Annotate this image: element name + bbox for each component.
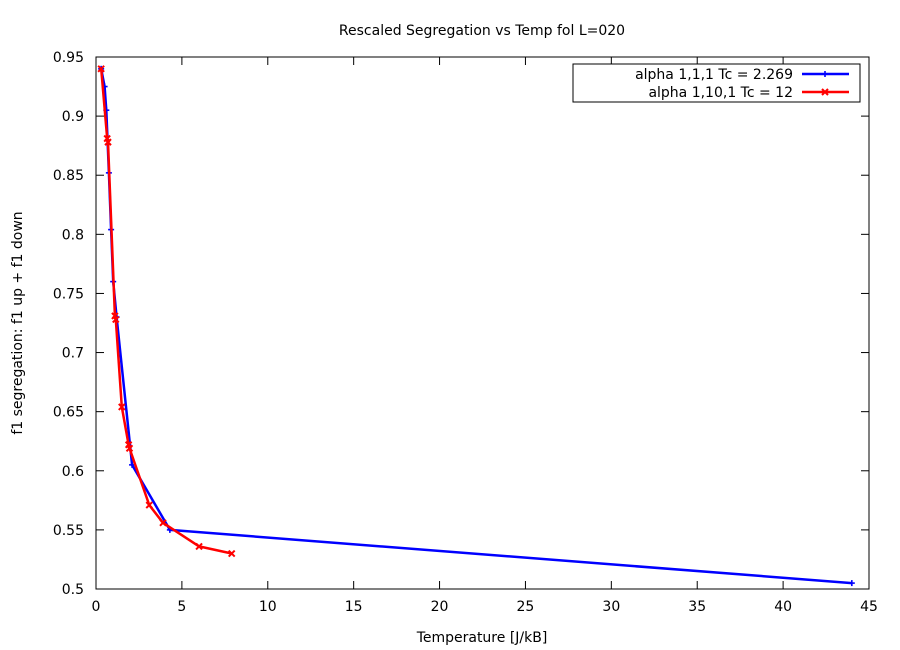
series-1-point bbox=[848, 580, 855, 587]
series-2-point bbox=[112, 315, 120, 324]
y-axis-title: f1 segregation: f1 up + f1 down bbox=[10, 211, 26, 434]
x-tick-label: 0 bbox=[92, 599, 101, 615]
y-tick-label: 0.85 bbox=[53, 168, 84, 184]
y-tick-label: 0.6 bbox=[62, 464, 84, 480]
chart-title: Rescaled Segregation vs Temp fol L=020 bbox=[339, 23, 625, 39]
legend-item-2: alpha 1,10,1 Tc = 12 bbox=[648, 85, 849, 101]
y-tick-label: 0.95 bbox=[53, 50, 84, 66]
y-tick-label: 0.65 bbox=[53, 405, 84, 421]
legend-label: alpha 1,1,1 Tc = 2.269 bbox=[635, 67, 793, 83]
legend-marker bbox=[822, 71, 828, 77]
series-2-point bbox=[227, 549, 236, 558]
series-2-point bbox=[125, 444, 134, 453]
legend-label: alpha 1,10,1 Tc = 12 bbox=[648, 85, 793, 101]
series-2-point bbox=[118, 403, 126, 411]
x-tick-label: 25 bbox=[517, 599, 535, 615]
plot-frame bbox=[95, 56, 870, 590]
series-2-point bbox=[97, 65, 105, 73]
x-tick-label: 5 bbox=[177, 599, 186, 615]
y-tick-label: 0.5 bbox=[62, 582, 84, 598]
series-layer bbox=[97, 65, 855, 587]
series-1-line bbox=[99, 68, 852, 585]
series-2 bbox=[97, 65, 236, 558]
legend: alpha 1,1,1 Tc = 2.269 alpha 1,10,1 Tc = … bbox=[572, 63, 861, 103]
x-axis-title: Temperature [J/kB] bbox=[416, 630, 548, 646]
x-tick-label: 30 bbox=[602, 599, 620, 615]
series-2-line bbox=[99, 68, 232, 555]
y-tick-label: 0.75 bbox=[53, 286, 84, 302]
series-2-point bbox=[159, 519, 167, 527]
legend-marker bbox=[821, 88, 829, 96]
series-2-point bbox=[104, 138, 112, 146]
y-tick-label: 0.9 bbox=[62, 109, 84, 125]
x-tick-label: 40 bbox=[774, 599, 792, 615]
y-tick-label: 0.8 bbox=[62, 227, 84, 243]
y-tick-label: 0.55 bbox=[53, 523, 84, 539]
series-2-point bbox=[195, 542, 203, 551]
series-1 bbox=[98, 65, 855, 587]
legend-box bbox=[572, 63, 861, 103]
x-tick-label: 35 bbox=[688, 599, 706, 615]
plot-border bbox=[95, 56, 870, 590]
y-tick-label: 0.7 bbox=[62, 346, 84, 362]
axis-tick-labels: 0 5 10 15 20 25 30 35 40 45 0.5 0.55 0.6 0.65 0.7 0.75 0… bbox=[53, 50, 878, 615]
x-tick-label: 45 bbox=[860, 599, 878, 615]
axis-ticks bbox=[95, 56, 870, 590]
x-tick-label: 15 bbox=[345, 599, 363, 615]
x-tick-label: 20 bbox=[431, 599, 449, 615]
x-tick-label: 10 bbox=[259, 599, 277, 615]
series-2-point bbox=[145, 501, 153, 509]
legend-item-1: alpha 1,1,1 Tc = 2.269 bbox=[635, 67, 849, 83]
